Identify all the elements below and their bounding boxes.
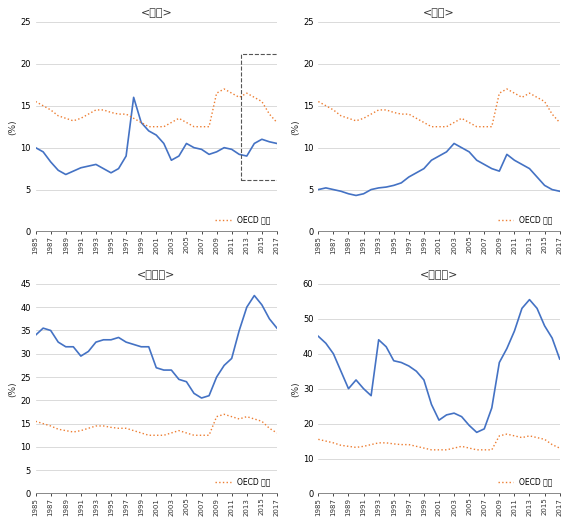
Y-axis label: (%): (%) <box>9 381 17 397</box>
Legend: OECD 평균: OECD 평균 <box>212 213 273 228</box>
Legend: OECD 평균: OECD 평균 <box>495 213 556 228</box>
Title: <일본>: <일본> <box>423 8 455 18</box>
Title: <이태리>: <이태리> <box>137 270 175 280</box>
Y-axis label: (%): (%) <box>9 119 18 135</box>
Y-axis label: (%): (%) <box>291 381 300 397</box>
Y-axis label: (%): (%) <box>291 119 300 135</box>
Legend: OECD 평균: OECD 평균 <box>212 475 273 490</box>
Title: <스페인>: <스페인> <box>420 270 458 280</box>
Bar <box>242 54 279 180</box>
Title: <한국>: <한국> <box>140 8 172 18</box>
Legend: OECD 평균: OECD 평균 <box>495 475 556 490</box>
